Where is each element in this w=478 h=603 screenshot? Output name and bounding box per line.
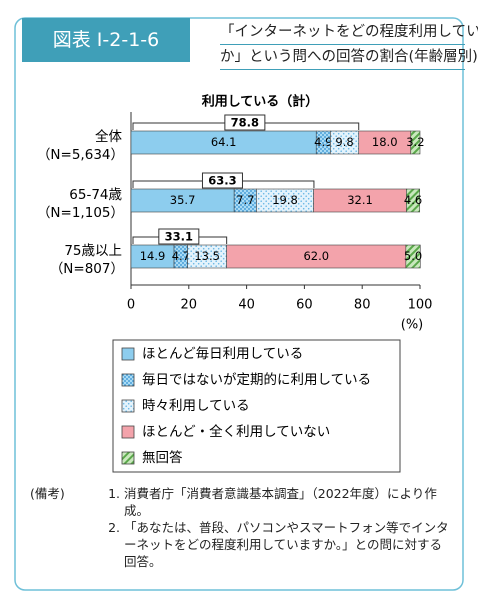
total-label: 63.3 — [208, 174, 236, 188]
bar-segment — [410, 130, 421, 155]
note-text: 「あなたは、普段、パソコンやスマートフォン等でインターネットをどの程度利用してい… — [124, 520, 449, 569]
category-label: 75歳以上 — [64, 243, 122, 259]
x-tick-label: 80 — [354, 298, 371, 313]
x-unit: (%) — [401, 318, 424, 333]
figure-number: 図表 I-2-1-6 — [22, 18, 190, 62]
value-label: 4.9 — [314, 135, 332, 149]
value-label: 35.7 — [170, 193, 196, 207]
figure-title: 「インターネットをどの程度利用している か」という問への回答の割合(年齢層別) — [220, 20, 478, 70]
value-label: 19.8 — [272, 193, 298, 207]
value-label: 62.0 — [303, 249, 329, 263]
value-label: 4.6 — [404, 193, 422, 207]
frame — [14, 17, 464, 591]
value-label: 18.0 — [372, 135, 398, 149]
legend-label: ほとんど毎日利用している — [142, 346, 303, 362]
x-tick-label: 40 — [238, 298, 255, 313]
notes: (備考) 1. 消費者庁「消費者意識基本調査」（2022年度）により作成。 2.… — [30, 485, 450, 570]
title-line: 「インターネットをどの程度利用している — [220, 20, 478, 45]
note-number: 2. — [108, 520, 120, 535]
legend-swatch — [121, 373, 135, 387]
legend-label: 毎日ではないが定期的に利用している — [142, 372, 371, 388]
total-box — [224, 114, 266, 131]
title-line: か」という問への回答の割合(年齢層別) — [220, 45, 478, 70]
legend-label: ほとんど・全く利用していない — [142, 423, 330, 440]
legend-swatch — [121, 451, 135, 465]
legend-swatch — [121, 399, 135, 413]
category-note: （N=5,634） — [37, 147, 124, 163]
value-label: 3.2 — [406, 135, 424, 149]
chart-subtitle: 利用している（計） — [202, 94, 319, 110]
total-label: 33.1 — [165, 230, 193, 244]
legend-label: 時々利用している — [142, 398, 250, 414]
legend-swatch — [121, 347, 135, 361]
x-tick-label: 20 — [181, 298, 198, 313]
value-label: 9.8 — [335, 135, 353, 149]
legend-box — [112, 339, 401, 473]
category-label: 全体 — [95, 128, 122, 145]
legend-label: 無回答 — [142, 449, 183, 466]
value-label: 4.7 — [172, 249, 190, 263]
value-label: 14.9 — [140, 249, 166, 263]
category-note: （N=1,105） — [37, 205, 124, 221]
value-label: 5.0 — [404, 249, 422, 263]
note-number: 1. — [108, 486, 120, 501]
spacer — [30, 519, 92, 570]
legend-swatch — [121, 425, 135, 439]
total-box — [158, 228, 200, 245]
note-row: 2. 「あなたは、普段、パソコンやスマートフォン等でインターネットをどの程度利用… — [30, 519, 450, 570]
total-label: 78.8 — [231, 116, 259, 130]
x-tick-label: 100 — [408, 298, 433, 313]
bar-segment — [405, 244, 421, 269]
notes-label: (備考) — [30, 486, 65, 501]
total-box — [201, 172, 243, 189]
x-tick-label: 0 — [127, 298, 135, 313]
value-label: 13.5 — [194, 249, 220, 263]
note-text: 消費者庁「消費者意識基本調査」（2022年度）により作成。 — [124, 486, 437, 518]
value-label: 32.1 — [347, 193, 373, 207]
category-note: （N=807） — [50, 261, 124, 277]
category-label: 65-74歳 — [69, 187, 122, 203]
value-label: 64.1 — [211, 135, 237, 149]
x-tick-label: 60 — [296, 298, 313, 313]
note-row: (備考) 1. 消費者庁「消費者意識基本調査」（2022年度）により作成。 — [30, 485, 450, 519]
value-label: 7.7 — [236, 193, 254, 207]
bar-segment — [406, 188, 421, 213]
